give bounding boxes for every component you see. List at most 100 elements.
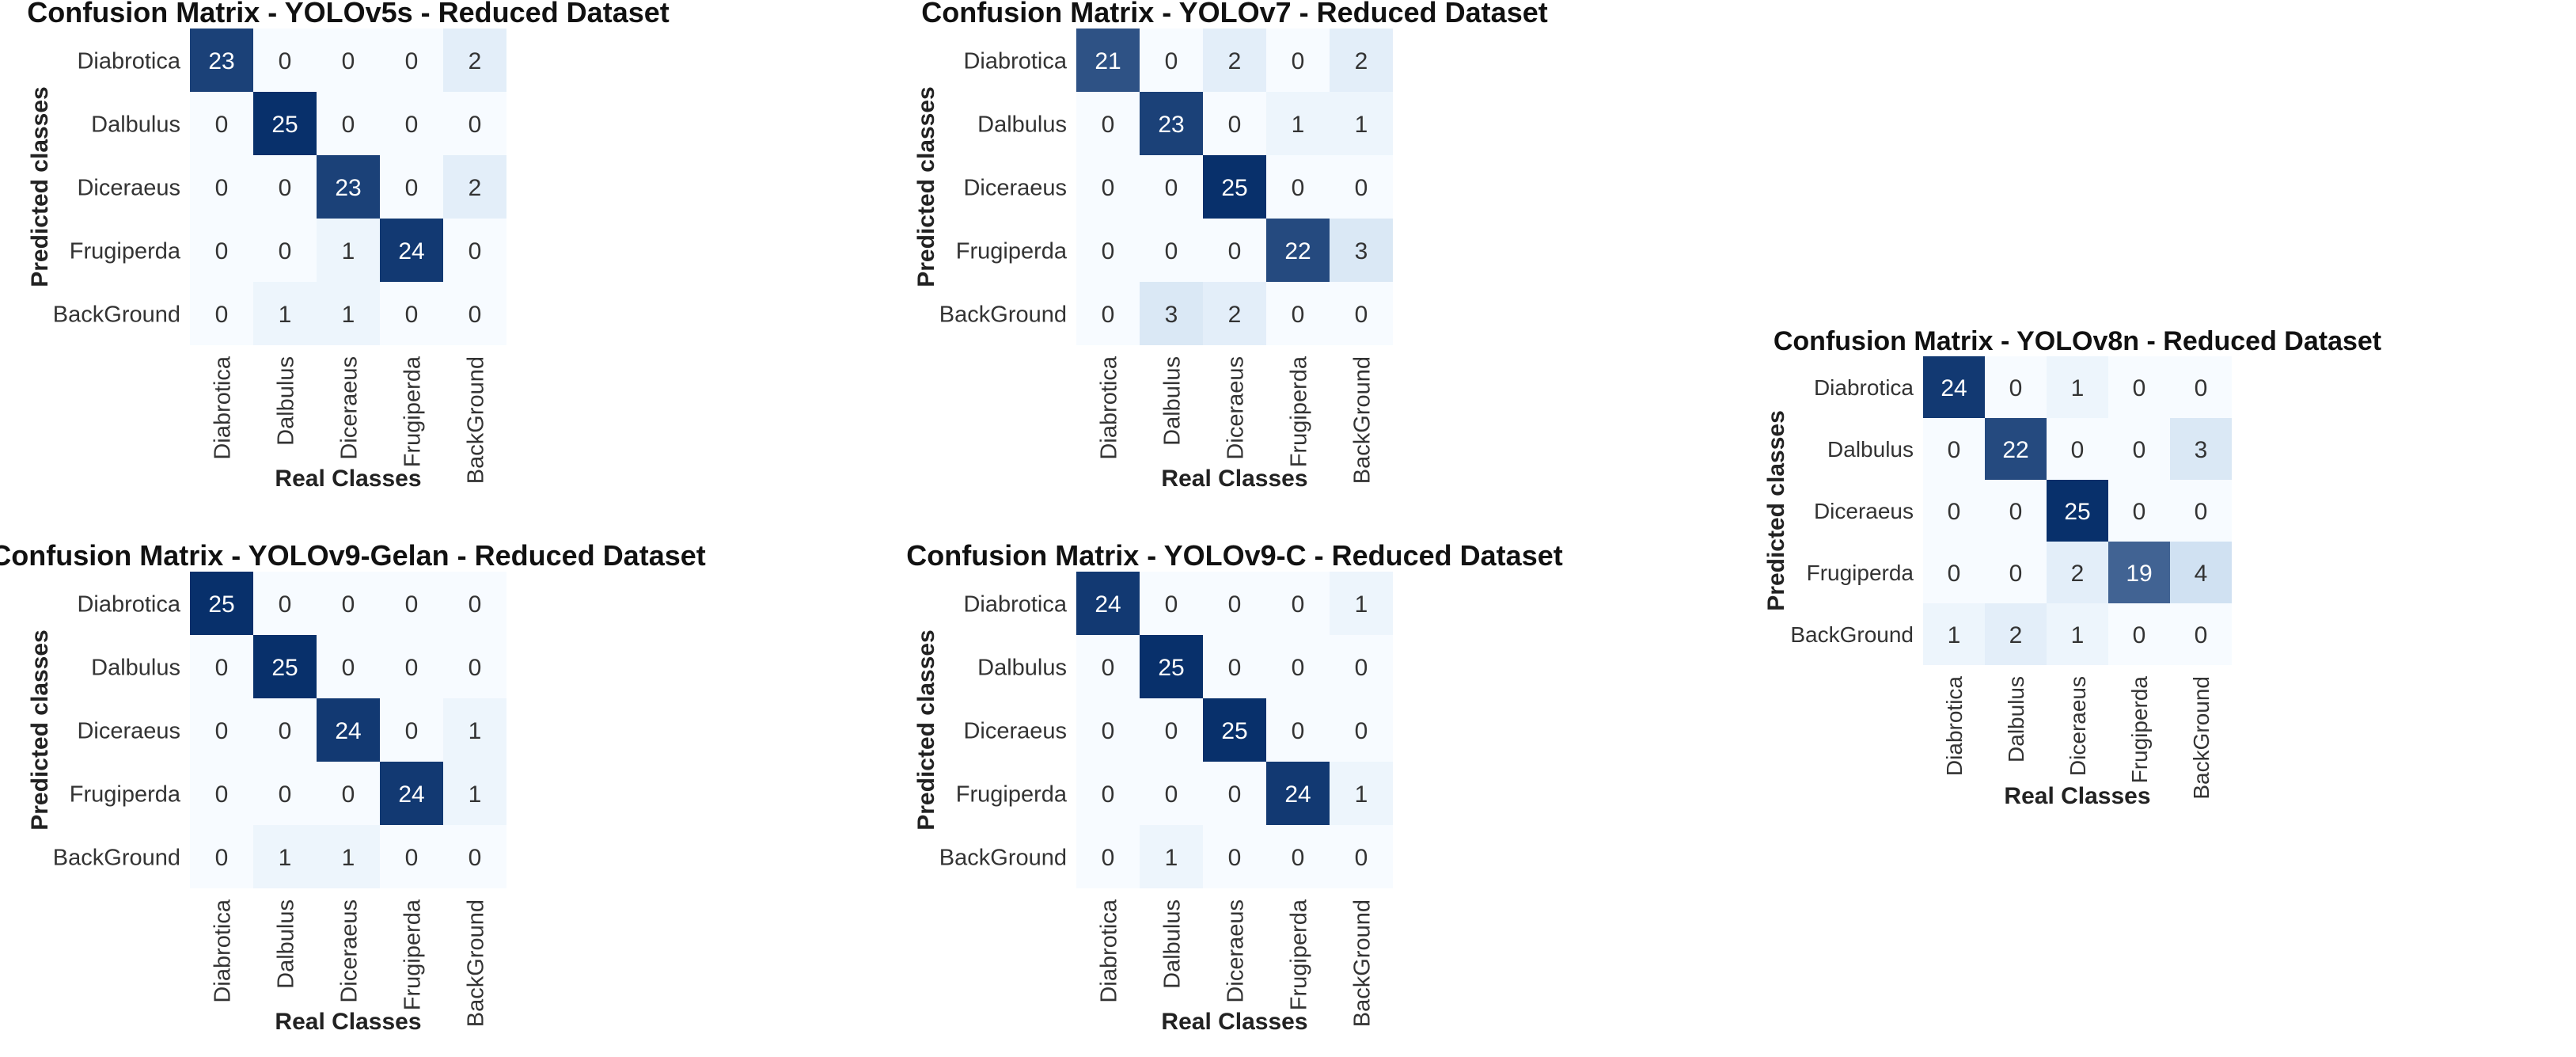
heatmap-cell	[317, 635, 380, 698]
y-axis-label: Predicted classes	[913, 86, 939, 287]
y-tick-label: Diabrotica	[1814, 375, 1914, 400]
heatmap-cell	[253, 698, 317, 762]
x-tick-label: Frugiperda	[1286, 356, 1311, 467]
heatmap-cell	[2170, 542, 2232, 603]
cell-value-label: 0	[342, 781, 355, 808]
cell-value-label: 0	[215, 655, 229, 681]
heatmap-cell	[2047, 542, 2108, 603]
cell-value-label: 0	[1228, 655, 1242, 681]
cell-value-label: 0	[405, 302, 419, 328]
heatmap-cell	[380, 698, 443, 762]
confusion-matrix-yolov9-gelan: Confusion Matrix - YOLOv9-Gelan - Reduce…	[0, 539, 706, 1035]
y-axis-label: Predicted classes	[1763, 410, 1789, 611]
heatmap-cell	[443, 282, 506, 345]
y-tick-label: BackGround	[1790, 622, 1914, 647]
heatmap-cell	[1923, 480, 1985, 542]
cell-value-label: 1	[279, 302, 292, 328]
cell-value-label: 0	[405, 845, 419, 871]
cell-value-label: 0	[279, 718, 292, 744]
heatmap-cell	[443, 92, 506, 155]
heatmap-cell	[1330, 219, 1393, 282]
heatmap-cell	[380, 282, 443, 345]
heatmap-cell	[2047, 418, 2108, 480]
x-tick-label: Frugiperda	[1286, 899, 1311, 1010]
cell-value-label: 24	[1284, 781, 1311, 808]
x-tick-label: Dalbulus	[1159, 356, 1185, 446]
x-tick-label: Dalbulus	[1159, 899, 1185, 989]
heatmap-cell	[2047, 603, 2108, 665]
cell-value-label: 25	[1158, 655, 1184, 681]
heatmap-cell	[1266, 219, 1330, 282]
x-axis-label: Real Classes	[1161, 1009, 1307, 1035]
cell-value-label: 0	[1292, 591, 1305, 618]
cell-value-label: 23	[335, 175, 361, 201]
heatmap-cell	[1076, 219, 1140, 282]
heatmap-cell	[1266, 29, 1330, 92]
cell-value-label: 2	[1228, 48, 1242, 74]
cell-value-label: 0	[279, 781, 292, 808]
y-tick-label: BackGround	[939, 302, 1067, 327]
cell-value-label: 0	[1228, 845, 1242, 871]
cell-value-label: 0	[1355, 718, 1368, 744]
heatmap-cell	[1330, 825, 1393, 888]
heatmap-cell	[2108, 480, 2170, 542]
y-tick-label: Dalbulus	[91, 655, 180, 680]
heatmap-cell	[1203, 92, 1266, 155]
cell-value-label: 0	[2009, 375, 2023, 401]
heatmap-cell	[380, 825, 443, 888]
chart-title: Confusion Matrix - YOLOv5s - Reduced Dat…	[27, 0, 670, 29]
heatmap-cell	[253, 282, 317, 345]
heatmap-cell	[443, 762, 506, 825]
heatmap-cell	[253, 762, 317, 825]
x-tick-label: Diceraeus	[336, 899, 362, 1003]
confusion-matrix-yolov8n: Confusion Matrix - YOLOv8n - Reduced Dat…	[1763, 326, 2381, 809]
cell-value-label: 24	[398, 781, 424, 808]
heatmap-cell	[1266, 698, 1330, 762]
heatmap-cell	[190, 698, 253, 762]
cell-value-label: 0	[342, 112, 355, 138]
x-tick-label: Diceraeus	[336, 356, 362, 460]
cell-value-label: 19	[2126, 561, 2152, 587]
heatmap-cell	[1330, 282, 1393, 345]
heatmap-cell	[1923, 356, 1985, 418]
cell-value-label: 0	[2195, 375, 2208, 401]
cell-value-label: 23	[1158, 112, 1184, 138]
heatmap-cell	[190, 155, 253, 219]
heatmap-cell	[2108, 356, 2170, 418]
heatmap-cell	[1203, 572, 1266, 635]
cell-value-label: 0	[469, 655, 482, 681]
heatmap-cell	[1203, 698, 1266, 762]
heatmap-cell	[1266, 92, 1330, 155]
heatmap-cell	[1330, 698, 1393, 762]
heatmap-cell	[1076, 92, 1140, 155]
heatmap-cell	[1140, 92, 1203, 155]
chart-title: Confusion Matrix - YOLOv9-C - Reduced Da…	[906, 539, 1562, 572]
heatmap-cell	[1923, 603, 1985, 665]
cell-value-label: 1	[2071, 375, 2085, 401]
heatmap-cell	[2170, 356, 2232, 418]
heatmap-cell	[1203, 282, 1266, 345]
cell-value-label: 0	[1165, 175, 1178, 201]
heatmap-cell	[1203, 155, 1266, 219]
cell-value-label: 25	[2064, 499, 2090, 525]
cell-value-label: 0	[1165, 48, 1178, 74]
cell-value-label: 0	[2133, 622, 2146, 648]
cell-value-label: 0	[1948, 561, 1961, 587]
heatmap-cell	[380, 572, 443, 635]
cell-value-label: 0	[1102, 718, 1115, 744]
heatmap-cell	[1330, 762, 1393, 825]
heatmap-cell	[1140, 219, 1203, 282]
x-tick-label: Diceraeus	[1223, 899, 1248, 1003]
cell-value-label: 21	[1095, 48, 1121, 74]
x-tick-label: BackGround	[1349, 356, 1375, 484]
cell-value-label: 3	[1355, 238, 1368, 264]
heatmap-cell	[1985, 480, 2047, 542]
cell-value-label: 2	[2009, 622, 2023, 648]
heatmap-cell	[1076, 155, 1140, 219]
cell-value-label: 0	[469, 845, 482, 871]
heatmap-cell	[317, 282, 380, 345]
y-tick-label: BackGround	[53, 302, 180, 327]
heatmap-cell	[1203, 825, 1266, 888]
y-tick-label: Dalbulus	[977, 112, 1067, 137]
confusion-matrix-yolov5s: Confusion Matrix - YOLOv5s - Reduced Dat…	[27, 0, 670, 492]
